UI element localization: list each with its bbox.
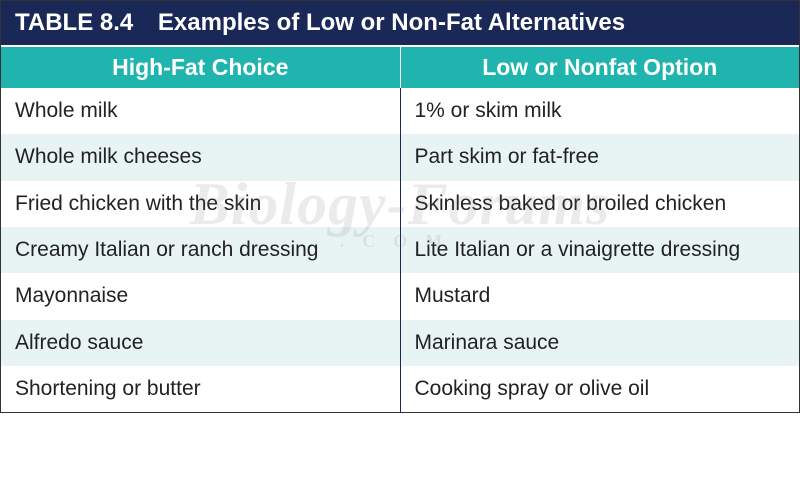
table-row: Alfredo sauce Marinara sauce: [1, 320, 799, 366]
table-row: Whole milk 1% or skim milk: [1, 88, 799, 134]
high-fat-cell: Whole milk cheeses: [1, 134, 401, 180]
high-fat-cell: Mayonnaise: [1, 273, 401, 319]
table-number: TABLE 8.4: [15, 9, 133, 36]
low-fat-cell: Lite Italian or a vinaigrette dressing: [401, 227, 800, 273]
table-row: Shortening or butter Cooking spray or ol…: [1, 366, 799, 412]
table-row: Creamy Italian or ranch dressing Lite It…: [1, 227, 799, 273]
table-title-text: Examples of Low or Non-Fat Alternatives: [158, 9, 625, 36]
high-fat-cell: Creamy Italian or ranch dressing: [1, 227, 401, 273]
table-row: Mayonnaise Mustard: [1, 273, 799, 319]
table-title-bar: TABLE 8.4 Examples of Low or Non-Fat Alt…: [1, 1, 799, 45]
food-alternatives-table: TABLE 8.4 Examples of Low or Non-Fat Alt…: [0, 0, 800, 413]
table-body: Whole milk 1% or skim milk Whole milk ch…: [1, 88, 799, 412]
low-fat-cell: Marinara sauce: [401, 320, 800, 366]
low-fat-cell: 1% or skim milk: [401, 88, 800, 134]
low-fat-cell: Cooking spray or olive oil: [401, 366, 800, 412]
table-row: Fried chicken with the skin Skinless bak…: [1, 181, 799, 227]
high-fat-cell: Whole milk: [1, 88, 401, 134]
low-fat-cell: Skinless baked or broiled chicken: [401, 181, 800, 227]
high-fat-cell: Alfredo sauce: [1, 320, 401, 366]
column-header-right: Low or Nonfat Option: [401, 47, 800, 88]
table-row: Whole milk cheeses Part skim or fat-free: [1, 134, 799, 180]
column-header-left: High-Fat Choice: [1, 47, 401, 88]
low-fat-cell: Mustard: [401, 273, 800, 319]
high-fat-cell: Shortening or butter: [1, 366, 401, 412]
high-fat-cell: Fried chicken with the skin: [1, 181, 401, 227]
table-header-row: High-Fat Choice Low or Nonfat Option: [1, 45, 799, 88]
low-fat-cell: Part skim or fat-free: [401, 134, 800, 180]
